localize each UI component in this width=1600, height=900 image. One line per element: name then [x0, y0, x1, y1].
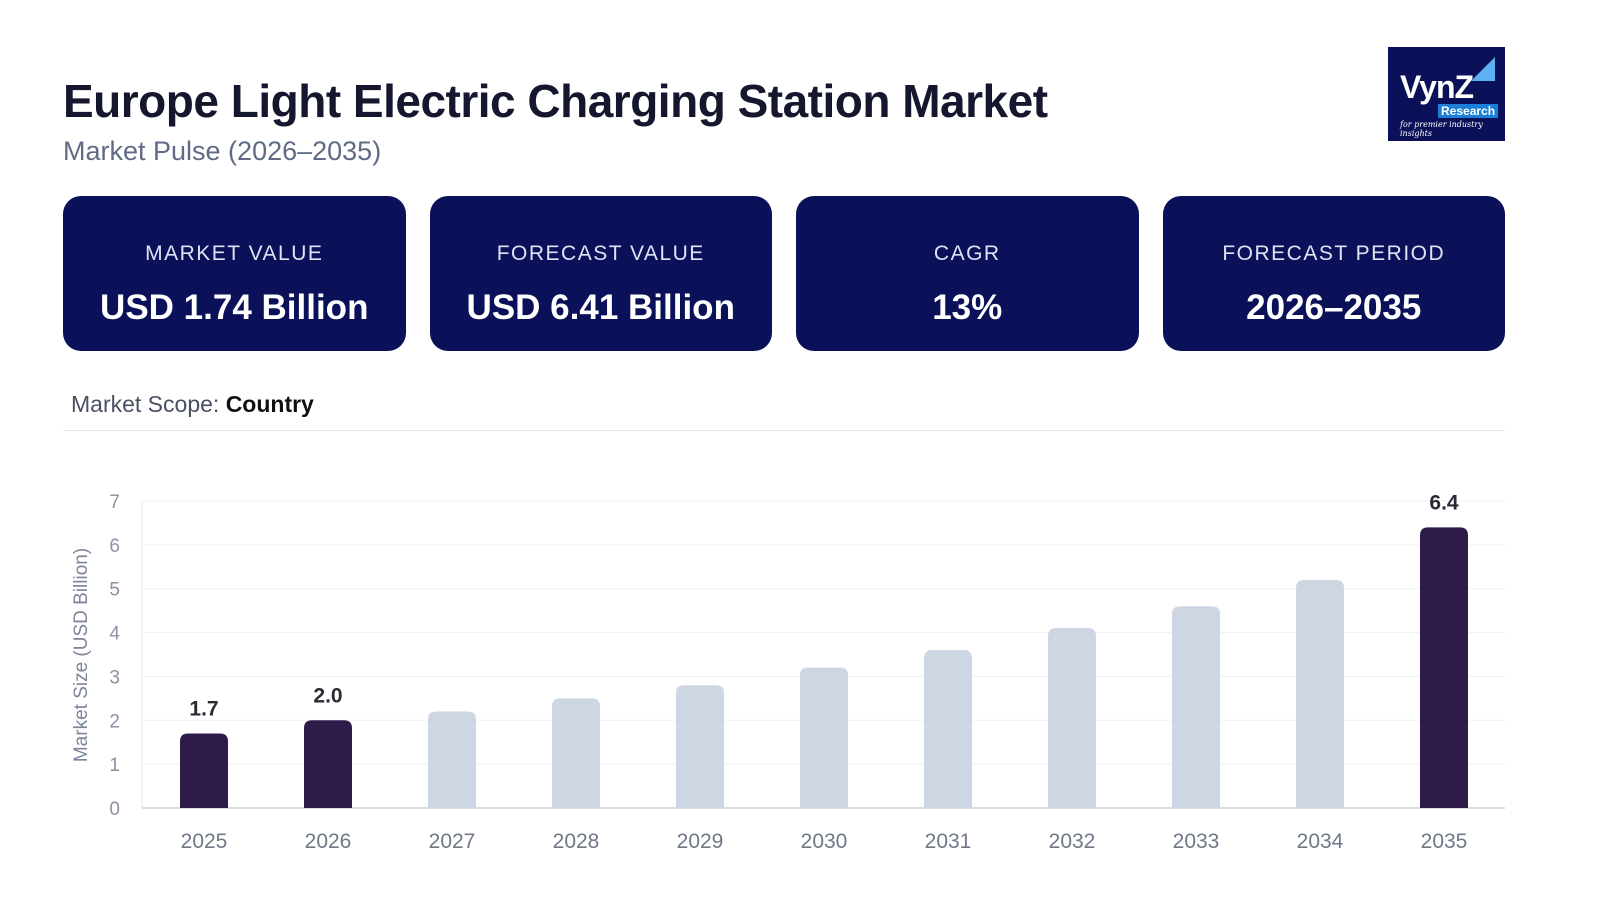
bar-2030 [800, 667, 848, 808]
bar-2028 [552, 698, 600, 808]
kpi-card-market-value: MARKET VALUE USD 1.74 Billion [63, 196, 406, 351]
x-tick-label: 2031 [925, 830, 972, 853]
kpi-label: MARKET VALUE [145, 242, 324, 265]
x-tick-label: 2025 [181, 830, 228, 853]
x-tick-label: 2033 [1173, 830, 1220, 853]
scope-value: Country [225, 391, 314, 417]
y-tick-label: 7 [109, 492, 120, 513]
logo-text: VynZ [1400, 69, 1474, 105]
bar-2034 [1296, 579, 1344, 808]
kpi-value: USD 1.74 Billion [100, 288, 369, 327]
kpi-card-forecast-value: FORECAST VALUE USD 6.41 Billion [429, 196, 772, 351]
x-tick-label: 2035 [1421, 830, 1468, 853]
logo-tagline: for premier industry insights [1400, 120, 1483, 138]
data-label: 1.7 [189, 697, 218, 720]
bar-2026 [304, 720, 352, 808]
page-title: Europe Light Electric Charging Station M… [63, 75, 1048, 127]
y-tick-label: 5 [109, 580, 120, 601]
bar-2027 [428, 711, 476, 808]
kpi-value: USD 6.41 Billion [466, 288, 735, 327]
logo-badge: Research [1438, 104, 1499, 118]
page-subtitle: Market Pulse (2026–2035) [63, 136, 382, 166]
bar-2033 [1172, 606, 1220, 808]
y-tick-label: 0 [109, 799, 120, 820]
x-tick-label: 2032 [1049, 830, 1096, 853]
bar-2031 [924, 650, 972, 808]
bar-2029 [676, 685, 724, 808]
x-tick-label: 2030 [801, 830, 848, 853]
vynz-research-logo: VynZ Research for premier industry insig… [1388, 47, 1505, 141]
y-tick-label: 4 [109, 624, 120, 645]
logo-mark-icon [1471, 57, 1495, 81]
market-scope: Market Scope: Country [71, 391, 314, 418]
data-label: 6.4 [1429, 491, 1459, 514]
bar-2035 [1420, 527, 1468, 808]
y-tick-label: 1 [109, 755, 120, 776]
y-tick-label: 2 [109, 711, 120, 732]
kpi-value: 13% [932, 288, 1003, 327]
y-axis-label: Market Size (USD Billion) [71, 548, 92, 762]
kpi-card-forecast-period: FORECAST PERIOD 2026–2035 [1162, 196, 1505, 351]
x-tick-label: 2034 [1297, 830, 1344, 853]
kpi-card-cagr: CAGR 13% [796, 196, 1139, 351]
kpi-value: 2026–2035 [1246, 288, 1422, 327]
x-tick-label: 2028 [553, 830, 600, 853]
x-tick-label: 2029 [677, 830, 724, 853]
bar-2032 [1048, 628, 1096, 808]
kpi-label: CAGR [933, 242, 1001, 265]
x-tick-label: 2027 [429, 830, 476, 853]
scope-label: Market Scope: [71, 391, 226, 417]
y-tick-label: 3 [109, 667, 120, 688]
kpi-label: FORECAST PERIOD [1222, 242, 1446, 265]
y-tick-label: 6 [109, 536, 120, 557]
divider [63, 430, 1505, 431]
x-tick-label: 2026 [305, 830, 352, 853]
kpi-label: FORECAST VALUE [496, 242, 705, 265]
kpi-cards: MARKET VALUE USD 1.74 Billion FORECAST VA… [63, 196, 1505, 351]
bar-2025 [180, 733, 228, 808]
data-label: 2.0 [313, 684, 342, 707]
